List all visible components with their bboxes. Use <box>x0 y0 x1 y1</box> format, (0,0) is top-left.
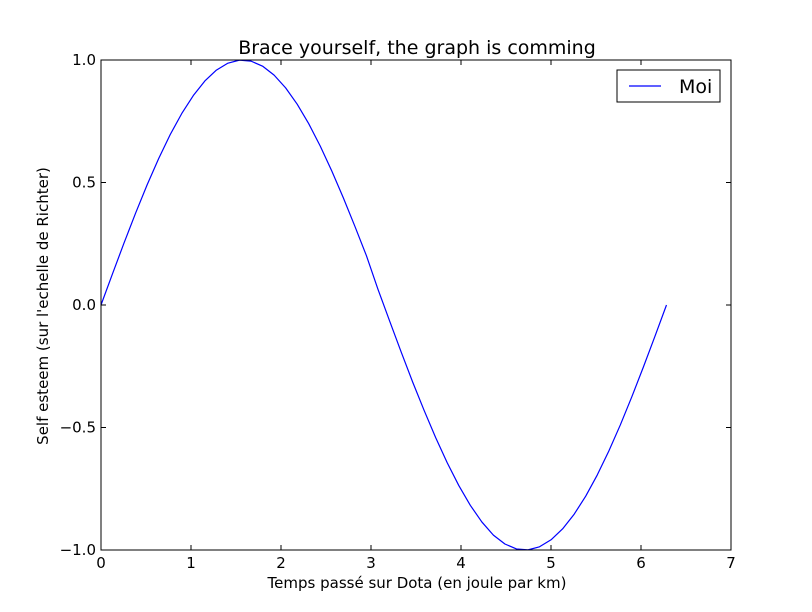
x-tick-label-2: 2 <box>276 554 286 572</box>
x-tick-label-7: 7 <box>726 554 736 572</box>
y-tick-label-0: −1.0 <box>60 541 96 559</box>
legend-label-0: Moi <box>679 76 712 98</box>
x-tick-label-6: 6 <box>636 554 646 572</box>
series-line-0 <box>100 59 668 551</box>
y-tick-label-1: −0.5 <box>60 419 96 437</box>
y-axis-label: Self esteem (sur l'echelle de Richter) <box>34 167 52 445</box>
y-tick-label-3: 0.5 <box>72 174 96 192</box>
x-tick-label-1: 1 <box>186 554 196 572</box>
y-tick-label-4: 1.0 <box>72 51 96 69</box>
x-tick-label-4: 4 <box>456 554 466 572</box>
chart-title: Brace yourself, the graph is comming <box>238 37 596 59</box>
x-tick-label-5: 5 <box>546 554 556 572</box>
plot-area: 0 1 2 3 4 5 6 7 −1.0 −0.5 0.0 0.5 1.0 Moi <box>60 51 736 572</box>
x-tick-label-0: 0 <box>96 554 106 572</box>
x-axis-label: Temps passé sur Dota (en joule par km) <box>267 574 567 592</box>
y-tick-label-2: 0.0 <box>72 296 96 314</box>
x-tick-label-3: 3 <box>366 554 376 572</box>
